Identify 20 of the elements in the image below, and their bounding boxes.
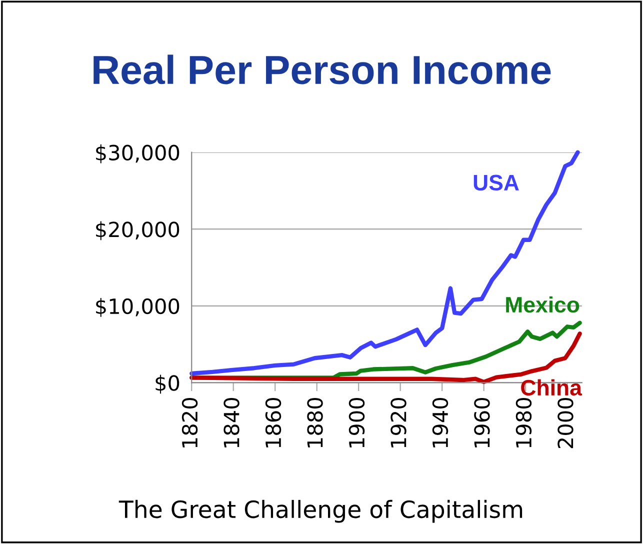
line-series <box>190 150 580 376</box>
chart-title: Real Per Person Income <box>94 54 551 84</box>
x-tick-label: 1900 <box>348 398 365 448</box>
y-tick-label: $20,000 <box>96 221 180 240</box>
x-tick-label: 1860 <box>265 398 282 448</box>
x-tick-label: 1880 <box>307 398 323 448</box>
y-tick-label: $10,000 <box>96 298 180 317</box>
series-label: USA <box>474 174 519 191</box>
x-tick-label: 1840 <box>224 398 240 448</box>
series-label: China <box>521 379 582 396</box>
text: The Great Challenge of Capitalism <box>118 500 522 523</box>
x-tick-label: 1980 <box>516 398 532 448</box>
x-tick-label: 1920 <box>390 398 406 448</box>
x-tick-label: 2000 <box>558 398 574 448</box>
x-tick-label: 1940 <box>432 398 448 448</box>
y-tick-label: $30,000 <box>96 144 180 164</box>
x-tick-label: 1960 <box>474 398 490 448</box>
y-tick-label: $0 <box>156 374 180 394</box>
x-tick-label: 1820 <box>182 398 198 448</box>
series-label: Mexico <box>506 296 580 313</box>
